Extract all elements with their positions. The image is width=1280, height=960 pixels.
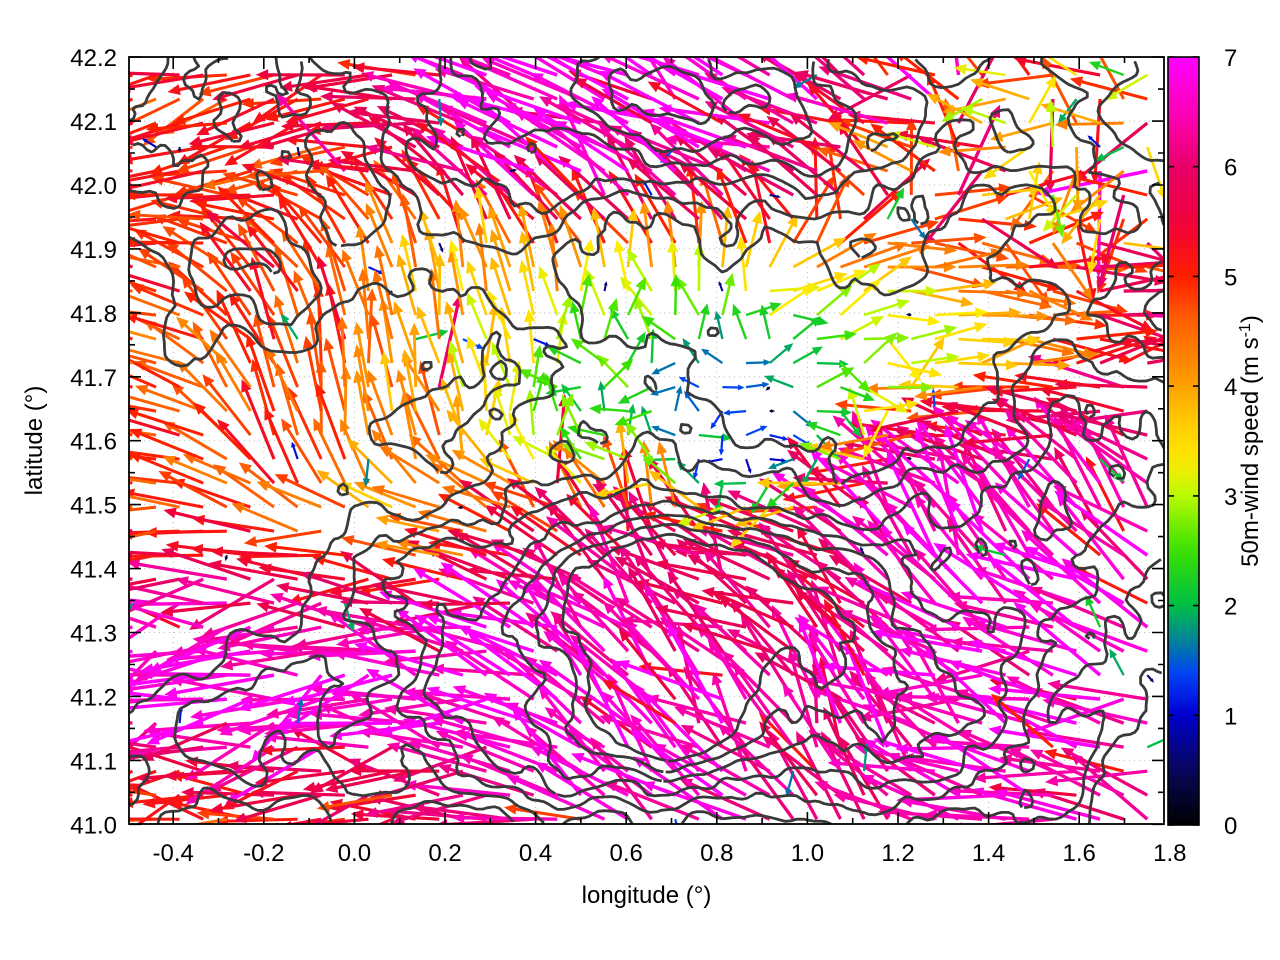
- svg-text:41.0: 41.0: [70, 812, 117, 839]
- svg-text:0.2: 0.2: [428, 840, 461, 867]
- svg-text:0.0: 0.0: [338, 840, 371, 867]
- svg-text:1.2: 1.2: [881, 840, 914, 867]
- svg-text:1.4: 1.4: [972, 840, 1005, 867]
- svg-text:6: 6: [1224, 155, 1237, 182]
- svg-text:-0.4: -0.4: [153, 840, 194, 867]
- svg-text:2: 2: [1224, 594, 1237, 621]
- svg-text:0: 0: [1224, 813, 1237, 840]
- svg-text:0.4: 0.4: [519, 840, 552, 867]
- svg-text:7: 7: [1224, 45, 1237, 72]
- svg-text:41.2: 41.2: [70, 684, 117, 711]
- svg-text:50m-wind speed (m s-1): 50m-wind speed (m s-1): [1237, 315, 1265, 567]
- svg-text:42.2: 42.2: [70, 45, 117, 72]
- svg-text:1.8: 1.8: [1153, 840, 1186, 867]
- svg-text:41.6: 41.6: [70, 429, 117, 456]
- svg-text:4: 4: [1224, 374, 1237, 401]
- svg-text:1.0: 1.0: [791, 840, 824, 867]
- svg-text:41.5: 41.5: [70, 493, 117, 520]
- svg-text:3: 3: [1224, 484, 1237, 511]
- svg-text:-0.2: -0.2: [243, 840, 284, 867]
- svg-text:41.4: 41.4: [70, 557, 117, 584]
- svg-text:41.9: 41.9: [70, 237, 117, 264]
- svg-text:41.1: 41.1: [70, 748, 117, 775]
- svg-text:0.8: 0.8: [700, 840, 733, 867]
- svg-text:41.8: 41.8: [70, 301, 117, 328]
- svg-text:42.0: 42.0: [70, 173, 117, 200]
- svg-text:5: 5: [1224, 264, 1237, 291]
- svg-text:1.6: 1.6: [1063, 840, 1096, 867]
- svg-text:0.6: 0.6: [610, 840, 643, 867]
- svg-text:41.7: 41.7: [70, 365, 117, 392]
- svg-text:longitude (°): longitude (°): [582, 882, 712, 909]
- svg-text:41.3: 41.3: [70, 621, 117, 648]
- svg-text:latitude (°): latitude (°): [21, 386, 48, 496]
- svg-text:1: 1: [1224, 703, 1237, 730]
- svg-text:42.1: 42.1: [70, 109, 117, 136]
